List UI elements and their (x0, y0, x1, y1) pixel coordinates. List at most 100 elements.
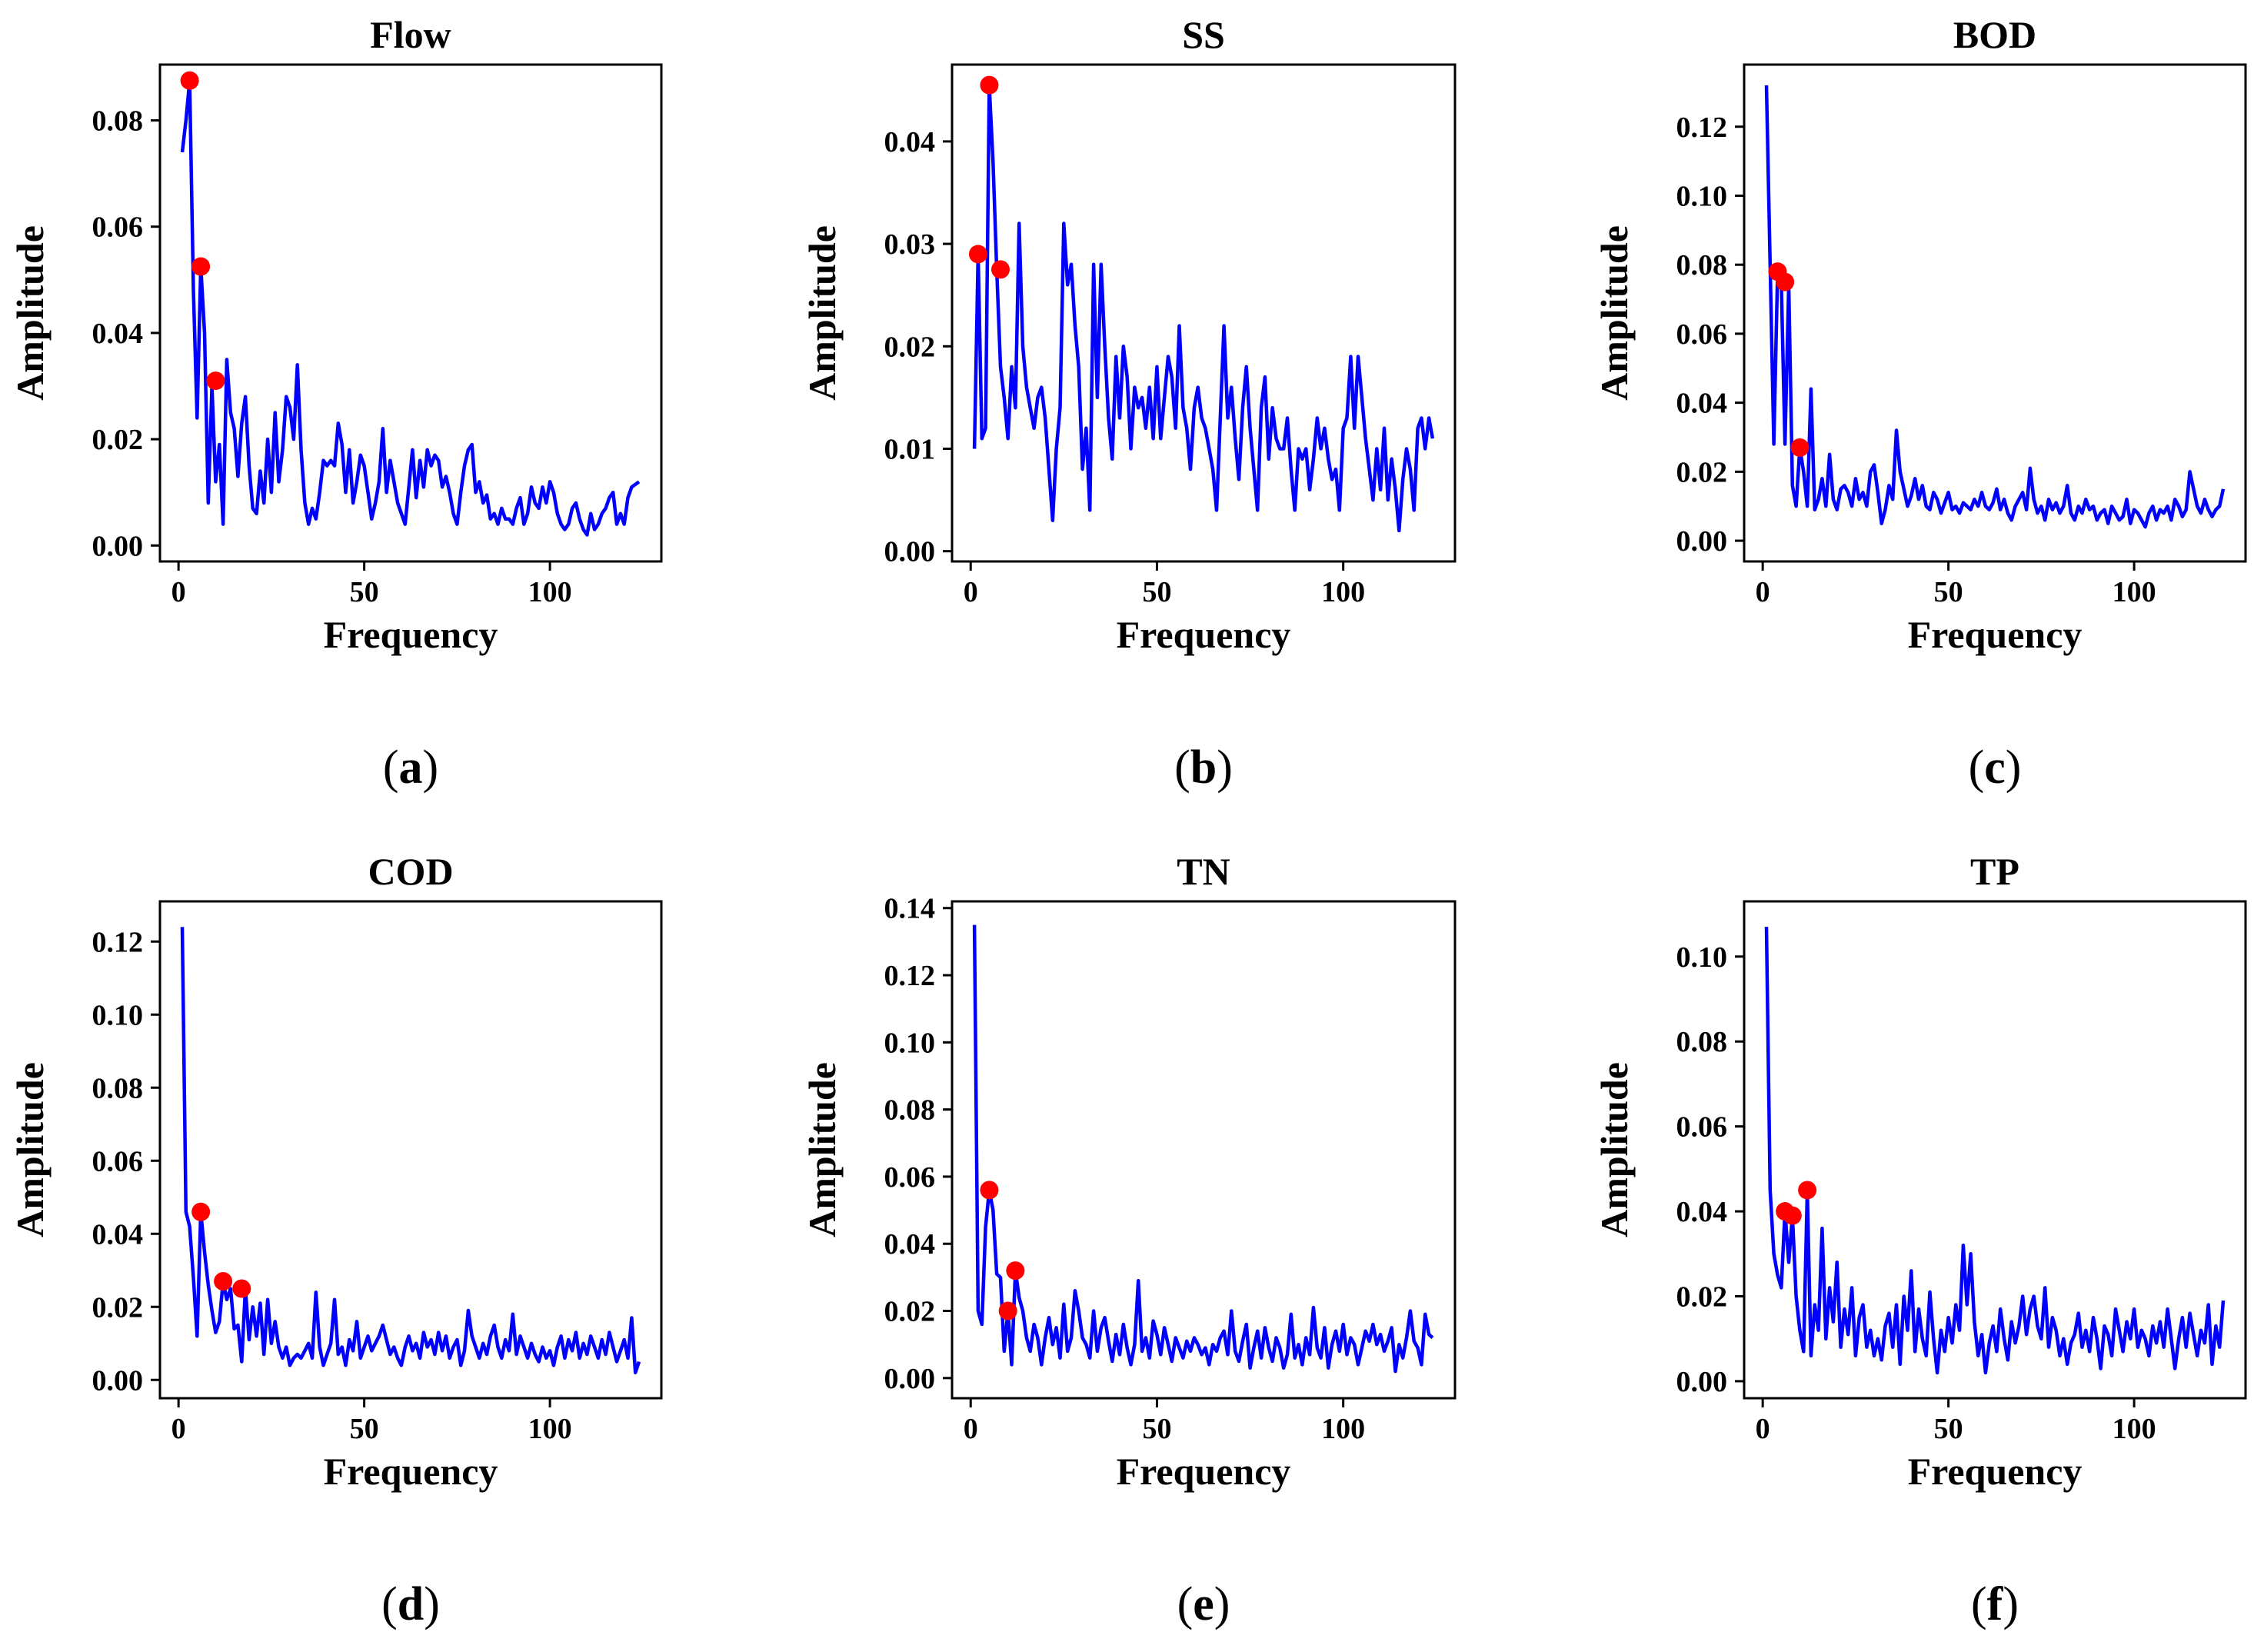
panel-label: (b) (1174, 741, 1233, 794)
x-tick-label: 50 (1142, 1413, 1171, 1445)
y-tick-label: 0.00 (884, 536, 936, 568)
chart-title: BOD (1953, 13, 2036, 56)
panel-label: (d) (381, 1578, 440, 1630)
chart-title: TN (1177, 850, 1230, 893)
y-tick-label: 0.02 (884, 1296, 936, 1328)
peak-marker (206, 371, 225, 391)
chart-title: TP (1970, 850, 2019, 893)
x-tick-label: 0 (964, 576, 978, 608)
peak-marker (968, 245, 987, 264)
x-tick-label: 0 (171, 576, 186, 608)
x-tick-label: 100 (1321, 576, 1365, 608)
plot-frame (158, 900, 663, 1400)
y-tick-label: 0.00 (92, 1364, 144, 1397)
x-tick-label: 100 (528, 1413, 572, 1445)
x-tick-label: 0 (1756, 576, 1770, 608)
y-axis-label: Amplitude (801, 1062, 844, 1237)
chart-panel-e: TN 0 50 100 0.00 0.02 0.04 0.06 0.08 0.10 0.12 0.14… (801, 850, 1457, 1630)
x-tick-label: 0 (1756, 1413, 1770, 1445)
plot-frame (1743, 63, 2247, 563)
y-tick-label: 0.04 (1676, 388, 1728, 420)
y-tick-label: 0.08 (884, 1094, 936, 1127)
plot-frame (158, 63, 663, 563)
peak-marker (998, 1301, 1017, 1321)
x-tick-label: 100 (1321, 1413, 1365, 1445)
y-tick-label: 0.02 (1676, 456, 1728, 488)
peak-marker (980, 75, 999, 95)
peak-marker (980, 1181, 999, 1200)
peak-marker (1783, 1206, 1802, 1225)
y-tick-label: 0.08 (92, 1072, 144, 1104)
y-tick-label: 0.00 (884, 1363, 936, 1395)
y-tick-label: 0.06 (1676, 1111, 1728, 1144)
x-axis-label: Frequency (1117, 1450, 1291, 1493)
x-tick-label: 50 (1934, 1413, 1963, 1445)
peak-marker (1776, 272, 1795, 291)
plot-frame (951, 900, 1457, 1400)
y-tick-label: 0.04 (1676, 1196, 1728, 1228)
y-tick-label: 0.06 (884, 1161, 936, 1194)
y-tick-label: 0.08 (1676, 1026, 1728, 1058)
y-tick-label: 0.00 (1676, 1366, 1728, 1398)
y-tick-label: 0.00 (1676, 525, 1728, 558)
y-tick-label: 0.06 (92, 1145, 144, 1177)
chart-panel-f: TP 0 50 100 0.00 0.02 0.04 0.06 0.08 0.10 Frequenc… (1593, 850, 2247, 1630)
x-tick-label: 100 (2113, 576, 2156, 608)
y-tick-label: 0.01 (884, 433, 936, 465)
y-tick-label: 0.02 (1676, 1281, 1728, 1313)
x-axis-label: Frequency (324, 1450, 498, 1493)
y-axis-label: Amplitude (8, 1062, 52, 1237)
y-tick-label: 0.02 (92, 1291, 144, 1324)
plot-frame (951, 63, 1457, 563)
y-tick-label: 0.06 (92, 211, 144, 244)
peak-marker (990, 260, 1010, 279)
y-tick-label: 0.04 (884, 126, 936, 158)
y-axis-label: Amplitude (1593, 225, 1636, 401)
x-axis-label: Frequency (324, 613, 498, 656)
peak-marker (232, 1279, 251, 1298)
y-tick-label: 0.14 (884, 893, 936, 925)
x-axis-label: Frequency (1117, 613, 1291, 656)
x-axis-label: Frequency (1908, 1450, 2083, 1493)
x-tick-label: 0 (964, 1413, 978, 1445)
chart-title: SS (1182, 13, 1225, 56)
x-tick-label: 0 (171, 1413, 186, 1445)
y-tick-label: 0.08 (92, 105, 144, 138)
peak-marker (1790, 438, 1810, 457)
x-tick-label: 100 (2113, 1413, 2156, 1445)
series-line (1764, 85, 2226, 529)
peak-marker (191, 257, 211, 276)
chart-title: COD (368, 850, 453, 893)
x-tick-label: 50 (1142, 576, 1171, 608)
y-tick-label: 0.03 (884, 228, 936, 261)
series-line (180, 927, 641, 1375)
plot-frame (1743, 900, 2247, 1400)
y-tick-label: 0.10 (92, 999, 144, 1031)
peak-marker (1006, 1261, 1025, 1281)
series-line (180, 78, 641, 537)
y-tick-label: 0.10 (1676, 941, 1728, 974)
peak-marker (180, 71, 199, 90)
chart-panel-c: BOD 0 50 100 0.00 0.02 0.04 0.06 0.08 0.10 0.12 Fre… (1593, 13, 2247, 794)
y-tick-label: 0.10 (1676, 180, 1728, 212)
y-tick-label: 0.02 (884, 331, 936, 363)
y-tick-label: 0.02 (92, 424, 144, 456)
y-tick-label: 0.04 (92, 1218, 144, 1251)
peak-marker (1798, 1181, 1817, 1200)
x-tick-label: 100 (528, 576, 572, 608)
peak-marker (214, 1272, 233, 1291)
series-line (972, 83, 1435, 533)
y-tick-label: 0.08 (1676, 249, 1728, 281)
panel-label: (a) (383, 741, 438, 794)
y-tick-label: 0.12 (1676, 112, 1728, 144)
y-tick-label: 0.04 (884, 1228, 936, 1261)
chart-panel-d: COD 0 50 100 0.00 0.02 0.04 0.06 0.08 0.10 0.12 Fre… (8, 850, 663, 1630)
panel-label: (f) (1971, 1578, 2019, 1630)
y-tick-label: 0.04 (92, 318, 144, 350)
chart-panel-a: Flow 0 50 100 0.00 0.02 0.04 0.06 0.08 Frequency A… (8, 13, 663, 794)
y-axis-label: Amplitude (8, 225, 52, 401)
y-tick-label: 0.10 (884, 1027, 936, 1059)
y-axis-label: Amplitude (801, 225, 844, 401)
chart-title: Flow (370, 13, 451, 56)
